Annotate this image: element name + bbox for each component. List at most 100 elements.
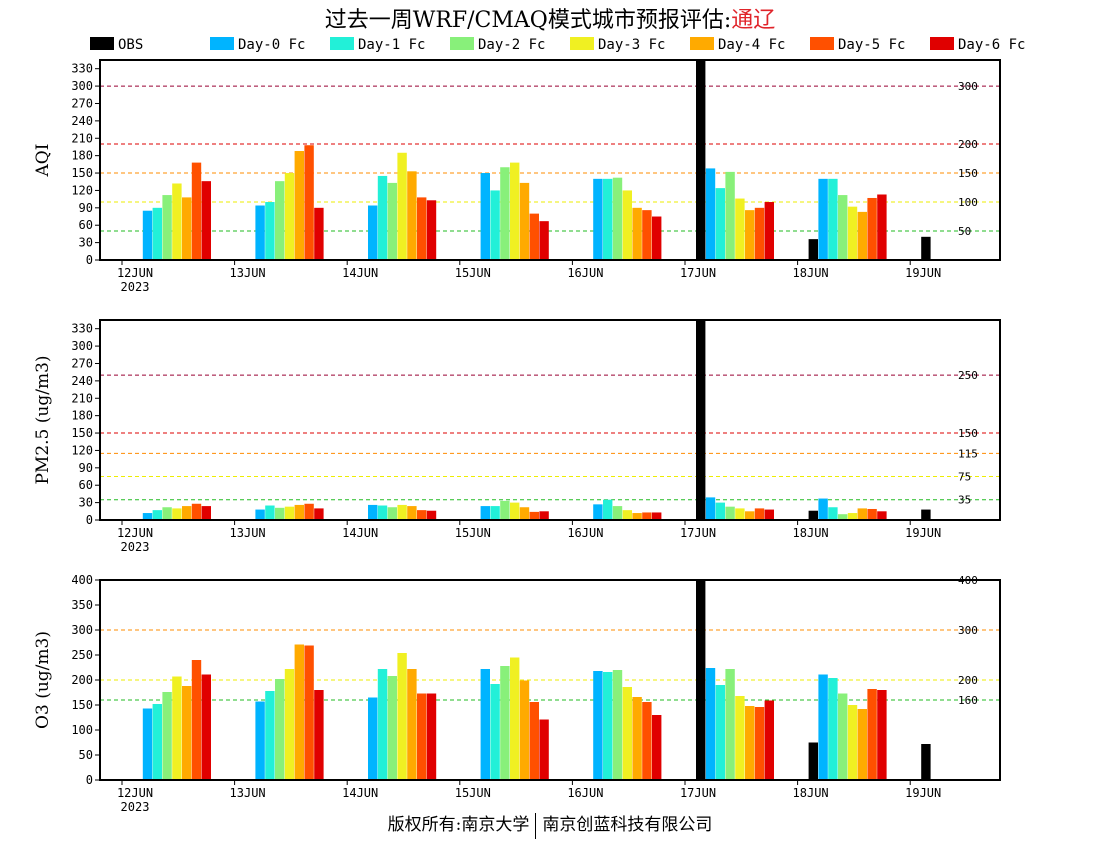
bar-day-0-fc-17jun [705,668,716,780]
bar-day-2-fc-18jun [838,514,848,520]
y-tick-label-30: 30 [79,236,93,250]
bar-day-6-fc-13jun [314,207,324,260]
bar-day-2-fc-16jun [612,177,623,260]
bar-obs-19jun [921,509,931,520]
y-tick-label-0: 0 [86,773,93,787]
bar-day-6-fc-18jun [877,511,887,520]
bar-day-0-fc-12jun [142,513,153,520]
bar-day-2-fc-15jun [500,666,510,780]
bar-day-5-fc-13jun [304,503,314,520]
x-tick-label-14jun: 14JUN [342,266,378,280]
y-tick-label-270: 270 [71,356,93,370]
bar-day-3-fc-16jun [622,510,632,520]
bar-day-0-fc-13jun [255,205,265,260]
bar-day-5-fc-14jun [417,197,427,260]
bar-day-3-fc-13jun [284,669,295,780]
threshold-label-150: 150 [958,167,978,180]
legend-swatch-day-3-fc [570,37,594,50]
bar-day-1-fc-12jun [152,207,162,260]
bar-day-1-fc-17jun [715,188,725,260]
x-tick-label-13jun: 13JUN [230,526,266,540]
bar-day-1-fc-18jun [828,678,838,780]
bar-day-4-fc-18jun [857,508,867,520]
y-tick-label-150: 150 [71,698,93,712]
x-tick-label-12jun: 12JUN [117,266,153,280]
bar-day-0-fc-18jun [818,498,828,520]
legend-label-day-3-fc: Day-3 Fc [598,37,665,53]
legend-swatch-day-2-fc [450,37,474,50]
x-tick-label-13jun: 13JUN [230,266,266,280]
legend-swatch-day-4-fc [690,37,714,50]
x-tick-label-16jun: 16JUN [567,266,603,280]
bar-day-3-fc-12jun [172,676,182,780]
x-tick-label-16jun: 16JUN [567,526,603,540]
footer-separator [535,812,537,839]
bar-day-5-fc-12jun [191,503,202,520]
y-axis-label: PM2.5 (ug/m3) [33,355,53,484]
bar-day-6-fc-15jun [539,719,549,780]
y-tick-label-200: 200 [71,673,93,687]
bar-day-2-fc-17jun [725,669,735,780]
bar-day-1-fc-13jun [265,202,275,260]
x-tick-label-14jun: 14JUN [342,786,378,800]
bar-day-2-fc-13jun [275,507,285,520]
bar-day-6-fc-18jun [877,690,887,780]
bar-day-1-fc-17jun [715,685,725,780]
bar-day-4-fc-18jun [857,709,867,780]
threshold-label-200: 200 [958,138,978,151]
bar-day-4-fc-16jun [632,207,642,260]
x-tick-label-19jun: 19JUN [905,786,941,800]
y-tick-label-50: 50 [79,748,93,762]
bar-day-1-fc-15jun [490,190,500,260]
y-tick-label-150: 150 [71,166,93,180]
bar-obs-17jun [696,580,706,780]
bar-day-5-fc-14jun [417,510,427,520]
y-tick-label-350: 350 [71,598,93,612]
bar-day-0-fc-14jun [368,205,378,260]
y-tick-label-270: 270 [71,96,93,110]
x-tick-label-19jun: 19JUN [905,266,941,280]
bar-day-4-fc-16jun [632,513,642,520]
bar-day-5-fc-17jun [754,707,765,780]
bar-day-4-fc-13jun [294,504,304,520]
y-tick-label-150: 150 [71,426,93,440]
legend-label-day-0-fc: Day-0 Fc [238,37,305,53]
threshold-label-300: 300 [958,624,978,637]
bar-day-0-fc-18jun [818,178,828,260]
x-tick-label-12jun: 12JUN [117,526,153,540]
bar-day-1-fc-16jun [603,672,613,780]
y-tick-label-330: 330 [71,322,93,336]
bar-day-0-fc-17jun [705,497,716,520]
y-tick-label-30: 30 [79,496,93,510]
bar-day-4-fc-13jun [294,151,304,260]
bar-day-0-fc-16jun [593,504,603,520]
bar-day-0-fc-14jun [368,504,378,520]
y-tick-label-180: 180 [71,409,93,423]
x-tick-label-17jun: 17JUN [680,526,716,540]
y-tick-label-240: 240 [71,114,93,128]
x-tick-label-13jun: 13JUN [230,786,266,800]
x-tick-label-12jun: 12JUN [117,786,153,800]
bar-day-5-fc-18jun [867,197,877,260]
bar-day-1-fc-18jun [828,507,838,520]
bar-day-2-fc-17jun [725,171,735,260]
bar-day-3-fc-14jun [397,504,407,520]
copyright-footer: 版权所有:南京大学 南京创蓝科技有限公司 [0,810,1100,839]
x-tick-label-17jun: 17JUN [680,266,716,280]
bar-day-3-fc-18jun [847,206,858,260]
y-axis-label: O3 (ug/m3) [33,631,53,729]
threshold-label-250: 250 [958,369,978,382]
bar-day-6-fc-16jun [652,715,662,780]
bar-day-4-fc-15jun [519,680,530,780]
footer-right: 南京创蓝科技有限公司 [542,815,713,835]
bar-day-5-fc-17jun [754,508,765,520]
bar-day-6-fc-12jun [201,506,211,520]
threshold-label-115: 115 [958,447,978,460]
bar-day-3-fc-17jun [735,696,745,780]
y-tick-label-210: 210 [71,391,93,405]
bar-day-2-fc-13jun [275,181,285,260]
legend-swatch-day-0-fc [210,37,234,50]
y-tick-label-300: 300 [71,339,93,353]
bar-day-4-fc-15jun [519,182,530,260]
bar-day-6-fc-14jun [426,510,437,520]
